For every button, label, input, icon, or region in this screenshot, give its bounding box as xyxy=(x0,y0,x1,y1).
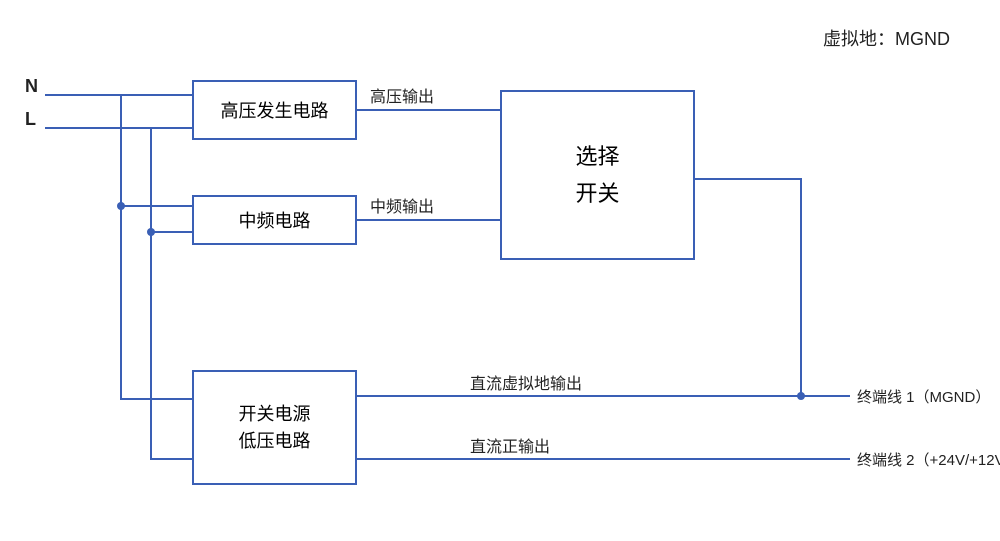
legend-virtual-ground: 虚拟地：MGND xyxy=(823,25,950,51)
block-switch: 选择 开关 xyxy=(500,90,695,260)
block-psu: 开关电源 低压电路 xyxy=(192,370,357,485)
wire-n xyxy=(45,94,192,96)
input-l-label: L xyxy=(25,109,36,130)
terminal-1-label: 终端线 1（MGND） xyxy=(857,386,990,407)
bus-l xyxy=(150,127,152,460)
wire-l-psu xyxy=(150,458,192,460)
wire-l-mf xyxy=(150,231,192,233)
block-switch-label-1: 选择 xyxy=(575,138,619,175)
wire-hv-out xyxy=(357,109,500,111)
wire-n-mf xyxy=(120,205,192,207)
wire-switch-down xyxy=(800,178,802,397)
block-psu-label-1: 开关电源 xyxy=(239,401,311,428)
wire-n-psu xyxy=(120,398,192,400)
block-hv-generator: 高压发生电路 xyxy=(192,80,357,140)
wire-switch-out xyxy=(695,178,800,180)
wire-l xyxy=(45,127,192,129)
input-n-label: N xyxy=(25,76,38,97)
terminal-2-label: 终端线 2（+24V/+12V） xyxy=(857,449,1000,470)
label-mf-out: 中频输出 xyxy=(370,193,434,217)
block-mf-label: 中频电路 xyxy=(239,207,311,233)
label-hv-out: 高压输出 xyxy=(370,83,434,107)
block-hv-label: 高压发生电路 xyxy=(221,97,329,123)
block-switch-label-2: 开关 xyxy=(575,175,619,212)
wire-mf-out xyxy=(357,219,500,221)
label-dc-vgnd: 直流虚拟地输出 xyxy=(470,370,582,394)
block-psu-label-2: 低压电路 xyxy=(239,428,311,455)
bus-n xyxy=(120,94,122,400)
wire-dc-pos xyxy=(357,458,850,460)
label-dc-pos: 直流正输出 xyxy=(470,433,550,457)
block-mf-circuit: 中频电路 xyxy=(192,195,357,245)
wire-dc-vgnd xyxy=(357,395,850,397)
